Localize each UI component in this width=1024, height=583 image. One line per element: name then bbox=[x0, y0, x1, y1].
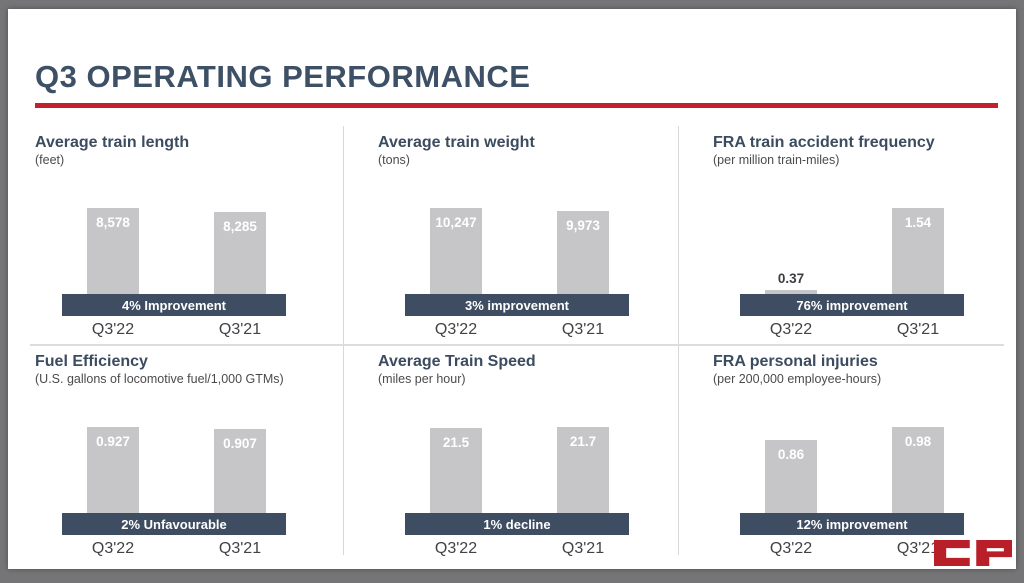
chart-subtitle: (per 200,000 employee-hours) bbox=[713, 372, 882, 386]
x-label-q3-22: Q3'22 bbox=[434, 321, 478, 338]
bar-value-label: 0.98 bbox=[904, 434, 932, 449]
bar-value-label: 0.86 bbox=[777, 447, 805, 462]
x-label-q3-22: Q3'22 bbox=[91, 321, 135, 338]
bar-value-label: 8,578 bbox=[96, 215, 130, 230]
x-label-q3-21: Q3'21 bbox=[218, 540, 262, 557]
x-label-q3-22: Q3'22 bbox=[434, 540, 478, 557]
comparison-banner: 2% Unfavourable bbox=[62, 513, 286, 535]
x-label-q3-21: Q3'21 bbox=[896, 540, 940, 557]
bar-value-label: 21.7 bbox=[569, 434, 597, 449]
x-label-q3-21: Q3'21 bbox=[561, 321, 605, 338]
chart-title: Fuel Efficiency bbox=[35, 353, 148, 370]
bar-value-label: 0.37 bbox=[777, 271, 805, 286]
x-label-q3-22: Q3'22 bbox=[769, 321, 813, 338]
plot-area: 21.5 21.7 1% decline bbox=[378, 389, 690, 535]
plot-area: 8,578 8,285 4% Improvement bbox=[35, 170, 347, 316]
bar-value-label: 9,973 bbox=[566, 218, 600, 233]
banner-label: 4% Improvement bbox=[121, 297, 227, 313]
chart-subtitle: (tons) bbox=[378, 153, 410, 167]
chart-subtitle: (per million train-miles) bbox=[713, 153, 840, 167]
chart-title: FRA train accident frequency bbox=[713, 134, 935, 151]
row-divider bbox=[30, 344, 1004, 346]
chart-average-train-length: Average train length (feet) 8,578 8,285 … bbox=[35, 134, 347, 344]
x-label-q3-22: Q3'22 bbox=[769, 540, 813, 557]
x-label-q3-22: Q3'22 bbox=[91, 540, 135, 557]
chart-average-train-speed: Average Train Speed (miles per hour) 21.… bbox=[378, 353, 690, 563]
comparison-banner: 3% improvement bbox=[405, 294, 629, 316]
chart-fra-personal-injuries: FRA personal injuries (per 200,000 emplo… bbox=[713, 353, 1024, 563]
cp-logo-icon bbox=[934, 540, 1012, 566]
chart-fra-train-accident-frequency: FRA train accident frequency (per millio… bbox=[713, 134, 1024, 344]
chart-title: Average train length bbox=[35, 134, 190, 151]
comparison-banner: 76% improvement bbox=[740, 294, 964, 316]
comparison-banner: 1% decline bbox=[405, 513, 629, 535]
bar-value-label: 21.5 bbox=[442, 435, 470, 450]
x-axis-labels: Q3'22 Q3'21 bbox=[713, 321, 1024, 341]
x-label-q3-21: Q3'21 bbox=[896, 321, 940, 338]
comparison-banner: 4% Improvement bbox=[62, 294, 286, 316]
x-axis-labels: Q3'22 Q3'21 bbox=[35, 321, 347, 341]
banner-label: 2% Unfavourable bbox=[121, 516, 227, 532]
chart-title: Average Train Speed bbox=[378, 353, 536, 370]
plot-area: 10,247 9,973 3% improvement bbox=[378, 170, 690, 316]
x-axis-labels: Q3'22 Q3'21 bbox=[713, 540, 1024, 560]
page-title: Q3 OPERATING PERFORMANCE bbox=[35, 59, 531, 94]
bar-value-label: 0.907 bbox=[223, 436, 257, 451]
chart-subtitle: (miles per hour) bbox=[378, 372, 466, 386]
x-axis-labels: Q3'22 Q3'21 bbox=[378, 321, 690, 341]
x-label-q3-21: Q3'21 bbox=[561, 540, 605, 557]
slide: Q3 OPERATING PERFORMANCE Average train l… bbox=[8, 9, 1016, 569]
column-divider-1 bbox=[343, 126, 344, 555]
column-divider-2 bbox=[678, 126, 679, 555]
title-underline bbox=[35, 103, 998, 108]
bar-value-label: 1.54 bbox=[904, 215, 932, 230]
chart-average-train-weight: Average train weight (tons) 10,247 9,973… bbox=[378, 134, 690, 344]
x-axis-labels: Q3'22 Q3'21 bbox=[378, 540, 690, 560]
banner-label: 1% decline bbox=[483, 516, 551, 532]
chart-subtitle: (feet) bbox=[35, 153, 65, 167]
banner-label: 3% improvement bbox=[464, 297, 570, 313]
x-label-q3-21: Q3'21 bbox=[218, 321, 262, 338]
chart-title: Average train weight bbox=[378, 134, 535, 151]
chart-fuel-efficiency: Fuel Efficiency (U.S. gallons of locomot… bbox=[35, 353, 347, 563]
chart-subtitle: (U.S. gallons of locomotive fuel/1,000 G… bbox=[35, 372, 284, 386]
plot-area: 0.927 0.907 2% Unfavourable bbox=[35, 389, 347, 535]
bar-value-label: 10,247 bbox=[435, 215, 477, 230]
banner-label: 12% improvement bbox=[796, 516, 908, 532]
banner-label: 76% improvement bbox=[796, 297, 908, 313]
x-axis-labels: Q3'22 Q3'21 bbox=[35, 540, 347, 560]
plot-area: 0.37 1.54 76% improvement bbox=[713, 170, 1024, 316]
bar-value-label: 8,285 bbox=[223, 219, 257, 234]
chart-title: FRA personal injuries bbox=[713, 353, 878, 370]
comparison-banner: 12% improvement bbox=[740, 513, 964, 535]
bar-value-label: 0.927 bbox=[96, 434, 130, 449]
plot-area: 0.86 0.98 12% improvement bbox=[713, 389, 1024, 535]
